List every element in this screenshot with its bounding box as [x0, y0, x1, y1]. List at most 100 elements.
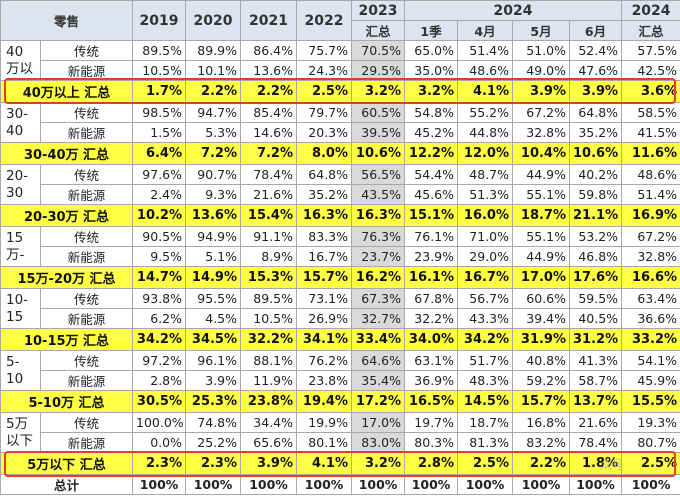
- share-cell: 83.3%: [296, 226, 353, 247]
- price-band-label: 20- 30: [0, 164, 41, 205]
- summary-cell: 34.2%: [457, 328, 514, 351]
- summary-row: 5-10万 汇总 30.5% 25.3% 23.8% 19.4% 17.2% 16.5% 14…: [0, 390, 680, 413]
- share-cell: 29.5%: [351, 60, 406, 81]
- table-row: 新能源 1.5% 5.3% 14.6% 20.3% 39.5% 45.2% 44.8% 32.8…: [1, 122, 680, 143]
- share-cell: 80.3%: [404, 432, 459, 453]
- powertrain-type: 新能源: [39, 432, 134, 453]
- share-cell: 29.0%: [457, 246, 514, 267]
- share-cell: 44.8%: [457, 122, 514, 143]
- header-corner: 零售: [0, 0, 134, 41]
- share-cell: 79.7%: [296, 102, 353, 123]
- header-year: 2022: [296, 0, 353, 41]
- share-cell: 90.5%: [132, 226, 187, 247]
- summary-cell: 16.9%: [621, 204, 680, 227]
- share-cell: 45.2%: [404, 122, 459, 143]
- powertrain-type: 传统: [39, 40, 134, 61]
- share-cell: 81.3%: [457, 432, 514, 453]
- header-period: 5月: [512, 20, 571, 41]
- share-cell: 67.2%: [512, 102, 571, 123]
- watermark-text: 众号: [600, 458, 625, 472]
- share-cell: 45.9%: [621, 370, 680, 391]
- share-cell: 63.4%: [621, 288, 680, 309]
- summary-cell: 33.4%: [351, 328, 406, 351]
- share-cell: 86.4%: [240, 40, 298, 61]
- summary-row: 30-40万 汇总 6.4% 7.2% 7.2% 8.0% 10.6% 12.2% 12.0%…: [0, 142, 680, 165]
- table-row: 15 万- 传统 90.5% 94.9% 91.1% 83.3% 76.3% 76.1% 71.…: [0, 226, 680, 267]
- summary-cell: 2.2%: [240, 80, 298, 103]
- share-cell: 97.6%: [132, 164, 187, 185]
- total-cell: 100%: [351, 474, 406, 495]
- share-cell: 80.7%: [621, 432, 680, 453]
- summary-cell: 34.0%: [404, 328, 459, 351]
- share-cell: 78.4%: [240, 164, 298, 185]
- summary-cell: 10.6%: [569, 142, 623, 165]
- summary-cell: 15.7%: [296, 266, 353, 289]
- summary-cell: 10.4%: [512, 142, 571, 165]
- share-cell: 32.2%: [404, 308, 459, 329]
- share-cell: 96.1%: [185, 350, 242, 371]
- share-cell: 9.5%: [132, 246, 187, 267]
- share-cell: 18.7%: [457, 412, 514, 433]
- summary-cell: 1.7%: [132, 80, 187, 103]
- share-cell: 2.4%: [132, 184, 187, 205]
- summary-cell: 3.2%: [351, 80, 406, 103]
- share-cell: 3.9%: [185, 370, 242, 391]
- summary-cell: 30.5%: [132, 390, 187, 413]
- share-cell: 58.5%: [621, 102, 680, 123]
- powertrain-type: 新能源: [39, 308, 134, 329]
- summary-label: 5万以下 汇总: [0, 452, 134, 475]
- share-cell: 35.4%: [351, 370, 406, 391]
- summary-cell: 14.9%: [185, 266, 242, 289]
- share-cell: 40.5%: [569, 308, 623, 329]
- share-cell: 40.2%: [569, 164, 623, 185]
- share-cell: 16.7%: [296, 246, 353, 267]
- table-row: 30- 40 传统 98.5% 94.7% 85.4% 79.7% 60.5% 54.8% 55…: [0, 102, 680, 143]
- share-cell: 19.9%: [296, 412, 353, 433]
- total-cell: 100%: [621, 474, 680, 495]
- total-label: 总计: [0, 474, 134, 495]
- summary-cell: 16.2%: [351, 266, 406, 289]
- share-cell: 35.2%: [296, 184, 353, 205]
- share-cell: 32.7%: [351, 308, 406, 329]
- share-cell: 46.8%: [569, 246, 623, 267]
- total-cell: 100%: [296, 474, 353, 495]
- share-cell: 6.2%: [132, 308, 187, 329]
- share-cell: 74.8%: [185, 412, 242, 433]
- summary-cell: 14.5%: [457, 390, 514, 413]
- header-year: 2020: [185, 0, 242, 41]
- summary-row: 15万-20万 汇总 14.7% 14.9% 15.3% 15.7% 16.2% 16.1%…: [0, 266, 680, 289]
- summary-cell: 3.2%: [351, 452, 406, 475]
- summary-cell: 15.5%: [621, 390, 680, 413]
- summary-cell: 2.2%: [185, 80, 242, 103]
- summary-cell: 25.3%: [185, 390, 242, 413]
- summary-cell: 17.0%: [512, 266, 571, 289]
- share-cell: 58.7%: [569, 370, 623, 391]
- share-cell: 94.9%: [185, 226, 242, 247]
- share-cell: 23.9%: [404, 246, 459, 267]
- share-cell: 24.3%: [296, 60, 353, 81]
- header-2023: 2023: [351, 0, 406, 21]
- header-period: 4月: [457, 20, 514, 41]
- powertrain-type: 新能源: [39, 122, 134, 143]
- share-cell: 1.5%: [132, 122, 187, 143]
- share-cell: 51.7%: [457, 350, 514, 371]
- header-period: 6月: [569, 20, 623, 41]
- summary-cell: 34.5%: [185, 328, 242, 351]
- share-cell: 39.5%: [351, 122, 406, 143]
- summary-cell: 3.6%: [621, 80, 680, 103]
- share-cell: 48.6%: [621, 164, 680, 185]
- summary-cell: 34.2%: [132, 328, 187, 351]
- summary-label: 5-10万 汇总: [0, 390, 134, 413]
- share-cell: 64.8%: [569, 102, 623, 123]
- share-cell: 20.3%: [296, 122, 353, 143]
- summary-cell: 18.7%: [512, 204, 571, 227]
- share-cell: 76.1%: [404, 226, 459, 247]
- share-cell: 51.3%: [457, 184, 514, 205]
- header-year: 2019: [132, 0, 187, 41]
- table-row: 新能源 10.5% 10.1% 13.6% 24.3% 29.5% 35.0% 48.6% 49…: [1, 60, 680, 81]
- summary-label: 20-30万 汇总: [0, 204, 134, 227]
- share-cell: 25.2%: [185, 432, 242, 453]
- share-cell: 55.2%: [457, 102, 514, 123]
- summary-label: 15万-20万 汇总: [0, 266, 134, 289]
- share-cell: 65.6%: [240, 432, 298, 453]
